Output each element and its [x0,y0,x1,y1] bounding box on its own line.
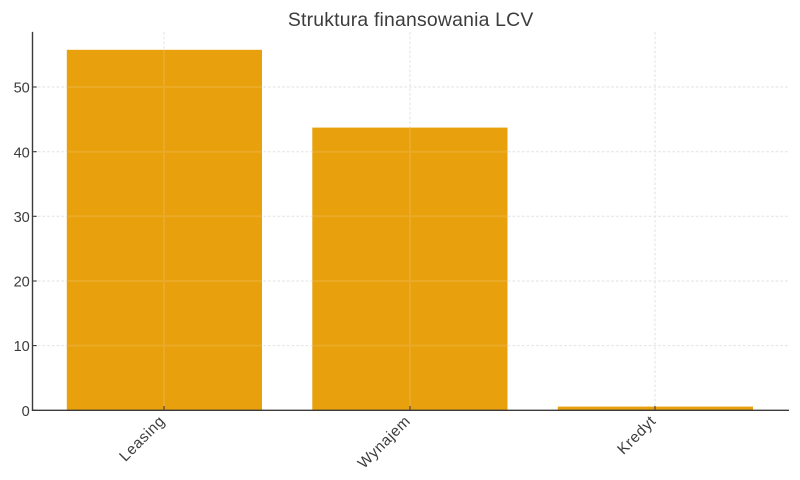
svg-text:40: 40 [14,145,30,161]
svg-text:20: 20 [14,275,30,291]
svg-text:Struktura finansowania LCV: Struktura finansowania LCV [288,9,534,31]
svg-text:50: 50 [14,81,30,97]
svg-text:10: 10 [14,339,30,355]
svg-text:0: 0 [22,404,30,420]
svg-text:30: 30 [14,210,30,226]
